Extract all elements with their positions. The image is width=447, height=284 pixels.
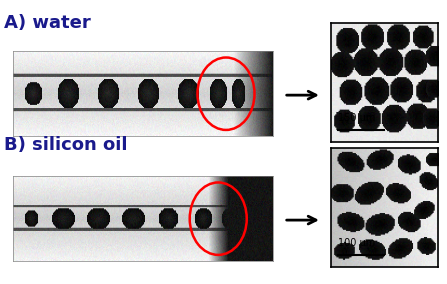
Text: A) water: A) water xyxy=(4,14,91,32)
Text: B) silicon oil: B) silicon oil xyxy=(4,136,128,154)
Text: 100 μm: 100 μm xyxy=(338,238,375,248)
Text: 150 μm: 150 μm xyxy=(338,113,375,123)
